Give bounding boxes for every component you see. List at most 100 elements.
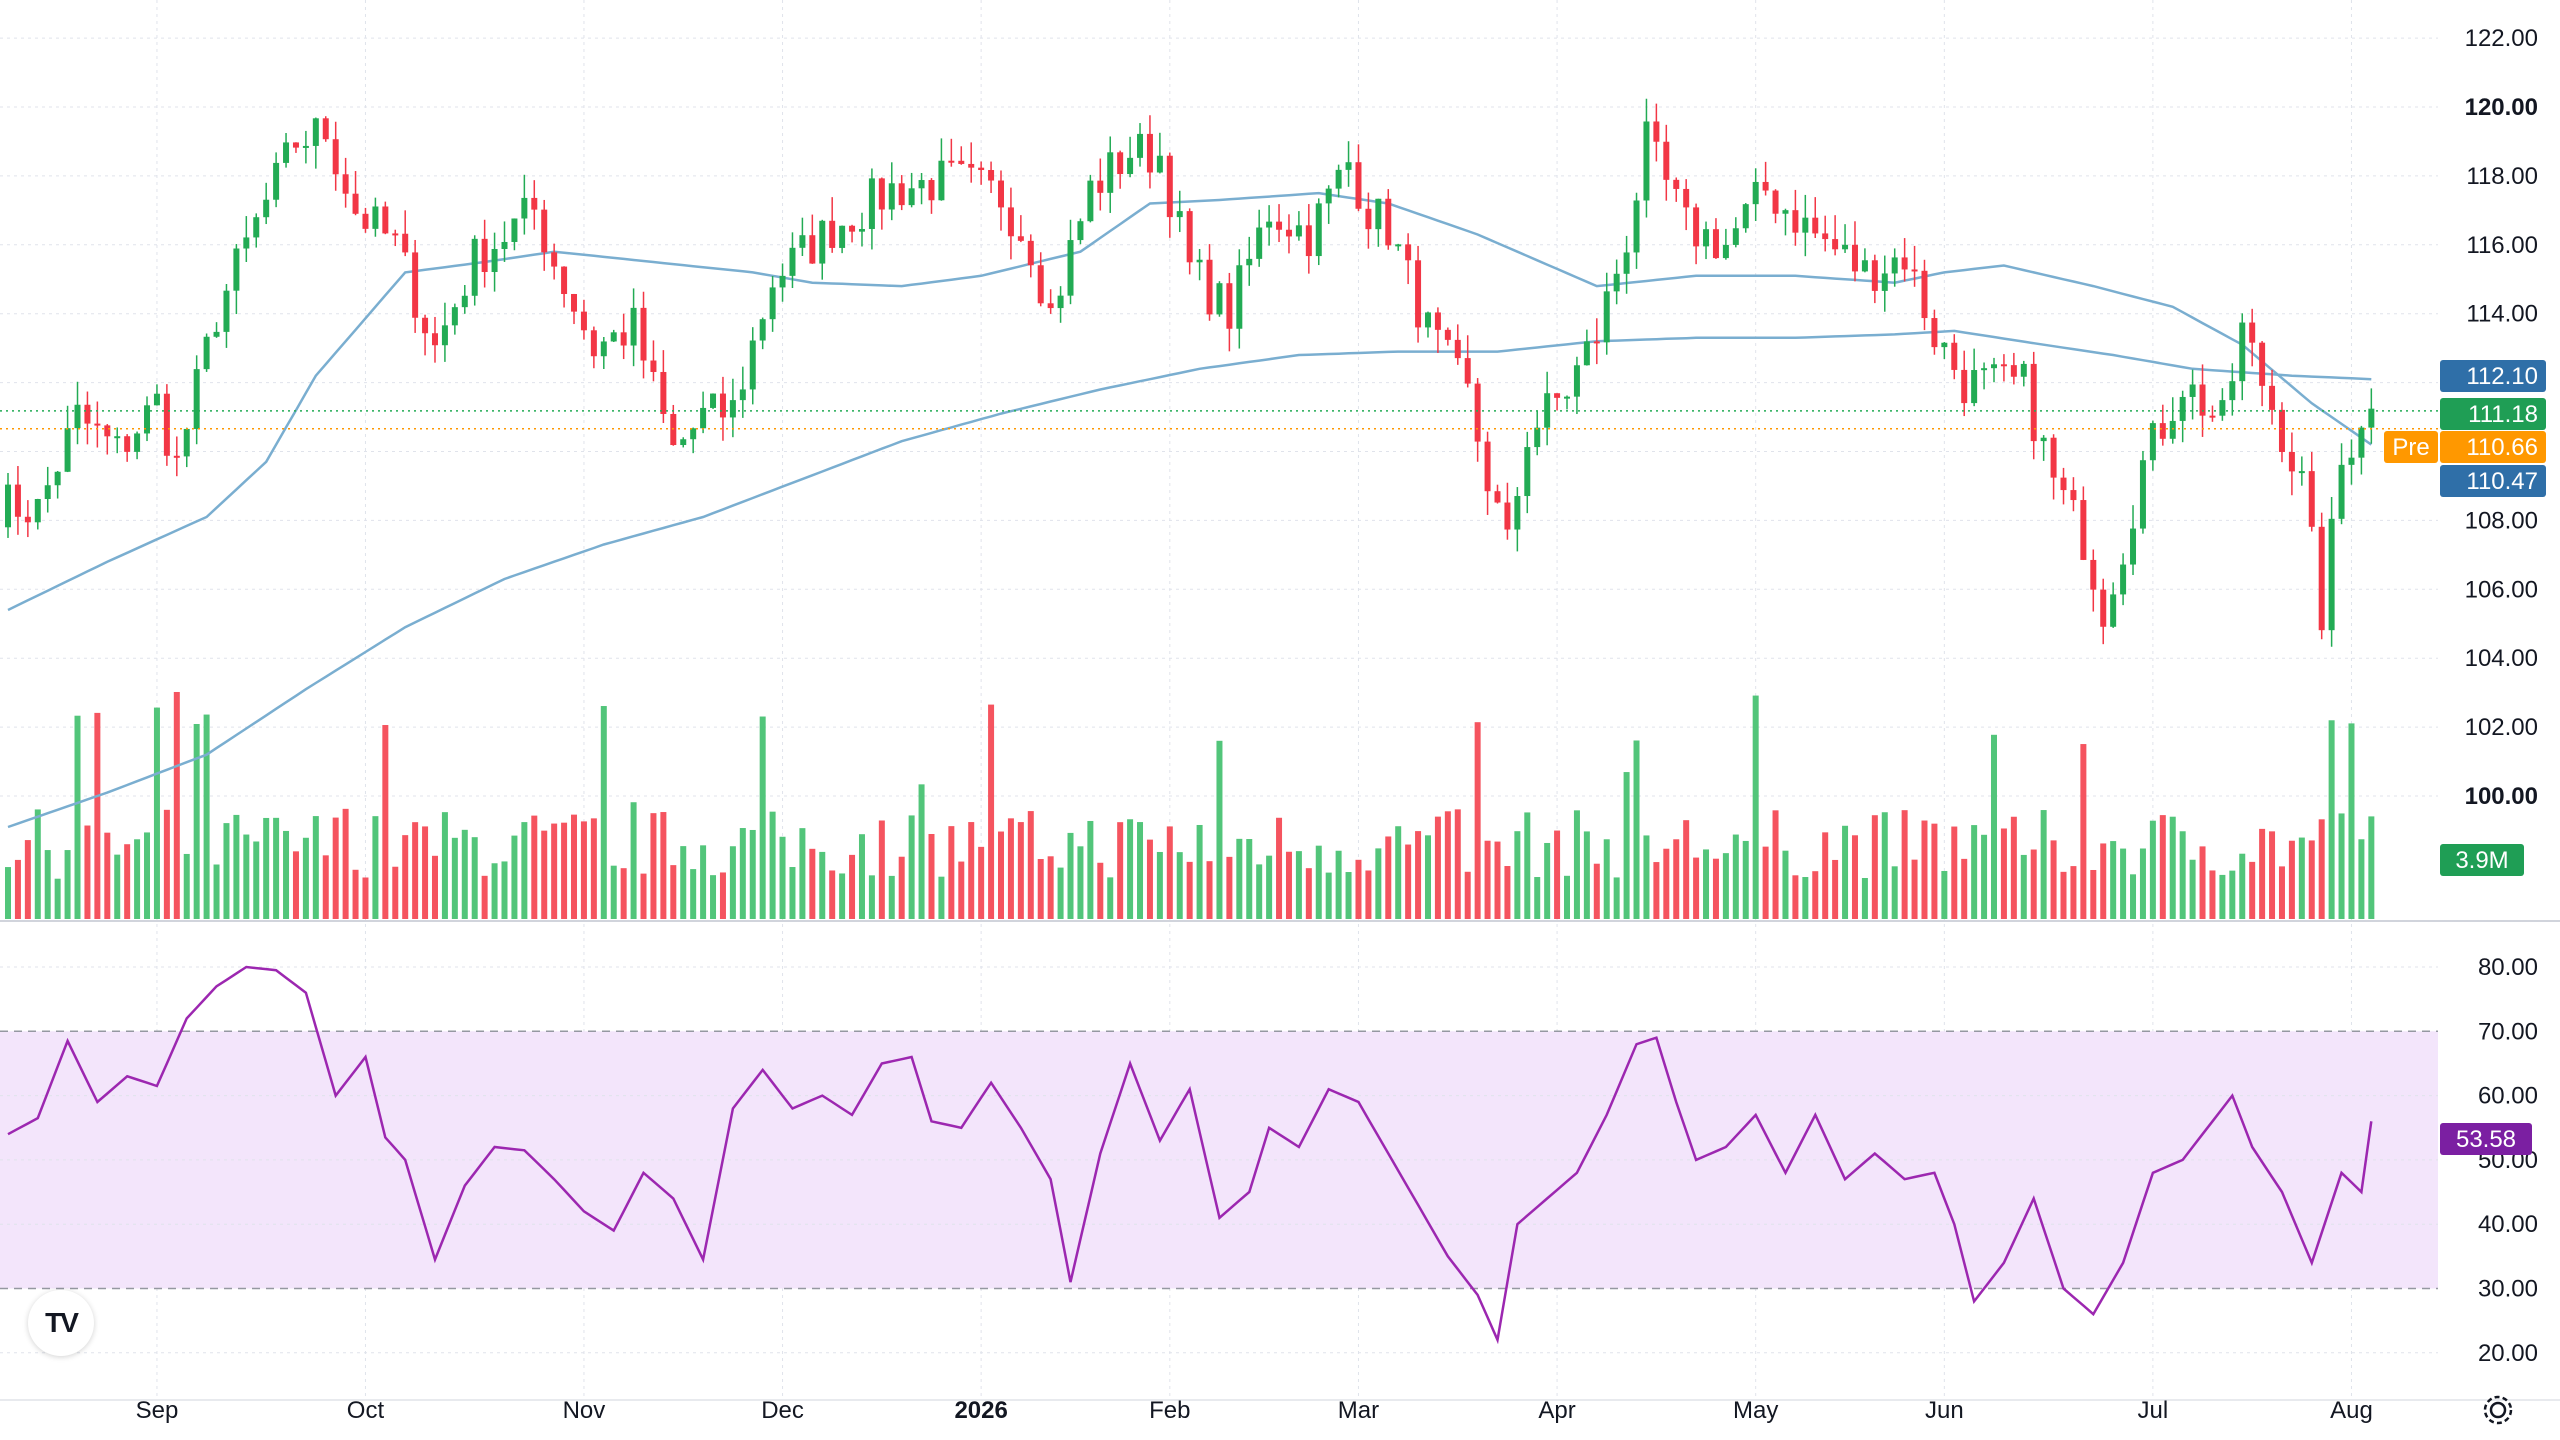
candle-body bbox=[273, 162, 280, 200]
candle-body bbox=[1424, 312, 1431, 328]
candle-body bbox=[84, 404, 91, 424]
candle-body bbox=[561, 266, 568, 294]
candle-body bbox=[1762, 181, 1769, 191]
volume-bar bbox=[1127, 819, 1134, 919]
candle-body bbox=[1881, 273, 1888, 291]
candle-body bbox=[1722, 244, 1729, 259]
time-tick-label: Jun bbox=[1925, 1397, 1964, 1424]
volume-bar bbox=[1901, 810, 1908, 919]
candle-body bbox=[1961, 369, 1968, 404]
rsi-tick-label: 70.00 bbox=[2478, 1018, 2538, 1045]
volume-bar bbox=[1355, 859, 1362, 919]
volume-bar bbox=[1107, 877, 1114, 919]
candle-body bbox=[1871, 260, 1878, 291]
volume-bar bbox=[501, 861, 508, 919]
candle-body bbox=[1444, 329, 1451, 340]
candle-body bbox=[14, 484, 21, 517]
volume-bar bbox=[372, 816, 379, 919]
volume-bar bbox=[173, 691, 180, 919]
volume-bar bbox=[561, 822, 568, 919]
volume-bar bbox=[2070, 866, 2077, 919]
candle-body bbox=[44, 485, 51, 500]
candle-body bbox=[2368, 408, 2375, 428]
volume-bar bbox=[1573, 810, 1580, 919]
candle-body bbox=[1673, 179, 1680, 189]
volume-bar bbox=[571, 814, 578, 919]
price-tick-label: 122.00 bbox=[2465, 25, 2538, 52]
candle-body bbox=[511, 218, 518, 242]
volume-bar bbox=[878, 820, 885, 919]
volume-bar bbox=[1484, 840, 1491, 919]
candle-body bbox=[1991, 364, 1997, 369]
candle-body bbox=[1901, 257, 1908, 270]
candle-body bbox=[481, 238, 488, 273]
tradingview-logo[interactable]: TV bbox=[28, 1290, 94, 1356]
volume-bar bbox=[322, 855, 329, 919]
volume-bar bbox=[183, 853, 190, 919]
candle-body bbox=[600, 341, 607, 357]
candle-body bbox=[1117, 152, 1124, 175]
candle-body bbox=[5, 484, 11, 528]
volume-bar bbox=[1544, 842, 1551, 919]
volume-bar bbox=[124, 844, 131, 919]
candle-body bbox=[640, 307, 647, 361]
volume-bar bbox=[968, 822, 975, 919]
candle-body bbox=[2040, 437, 2047, 442]
price-tag-label: 112.10 bbox=[2466, 363, 2538, 390]
candle-body bbox=[1137, 133, 1144, 158]
volume-bar bbox=[2189, 859, 2196, 919]
candle-body bbox=[1504, 502, 1511, 530]
candle-body bbox=[759, 319, 766, 341]
candle-body bbox=[1623, 252, 1630, 274]
volume-bar bbox=[1921, 820, 1928, 919]
volume-bar bbox=[382, 725, 389, 919]
volume-bar bbox=[1256, 864, 1263, 919]
volume-bar bbox=[1663, 848, 1670, 919]
candle-body bbox=[283, 142, 290, 163]
volume-bar bbox=[471, 837, 478, 919]
candle-body bbox=[799, 235, 806, 248]
volume-bar bbox=[868, 875, 875, 919]
candle-body bbox=[1752, 181, 1759, 205]
volume-bar bbox=[2358, 839, 2365, 919]
volume-bar bbox=[1881, 812, 1888, 919]
candle-body bbox=[2010, 365, 2017, 377]
candle-body bbox=[1067, 240, 1074, 296]
candle-body bbox=[1156, 155, 1163, 173]
volume-bar bbox=[213, 864, 220, 919]
volume-bar bbox=[2050, 840, 2057, 919]
candle-body bbox=[1196, 259, 1203, 263]
volume-bar bbox=[580, 821, 587, 919]
candle-body bbox=[1971, 370, 1978, 404]
candle-body bbox=[461, 295, 468, 308]
volume-bar bbox=[1216, 740, 1223, 919]
candle-body bbox=[819, 220, 826, 264]
candle-body bbox=[1941, 342, 1948, 348]
candle-body bbox=[2130, 528, 2137, 565]
candle-body bbox=[2318, 526, 2325, 631]
price-tag bbox=[2440, 398, 2546, 430]
volume-bar bbox=[2030, 849, 2037, 919]
candle-body bbox=[1544, 393, 1551, 428]
volume-bar bbox=[1822, 832, 1829, 919]
time-tick-label: Mar bbox=[1338, 1397, 1379, 1424]
volume-bar bbox=[2120, 848, 2127, 919]
volume-bar bbox=[1871, 815, 1878, 919]
volume-bar bbox=[1146, 839, 1153, 919]
volume-bar bbox=[1613, 877, 1620, 919]
volume-bar bbox=[2139, 848, 2146, 919]
volume-bar bbox=[1137, 822, 1144, 919]
candle-body bbox=[1057, 295, 1064, 309]
candle-body bbox=[1345, 162, 1352, 170]
volume-bar bbox=[1285, 851, 1292, 919]
candle-body bbox=[729, 400, 736, 418]
volume-bar bbox=[1564, 875, 1571, 919]
volume-bar bbox=[1951, 826, 1958, 919]
candle-body bbox=[1385, 198, 1392, 246]
gear-icon[interactable] bbox=[2480, 1392, 2516, 1428]
candle-body bbox=[1077, 221, 1084, 241]
volume-bar bbox=[779, 836, 786, 919]
volume-bar bbox=[223, 823, 230, 919]
